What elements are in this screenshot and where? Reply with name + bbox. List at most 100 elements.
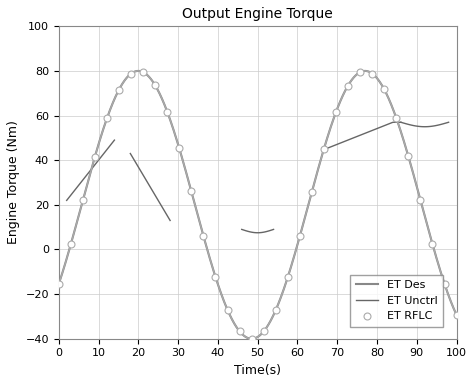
ET Unctrl [94, 160, 100, 165]
Y-axis label: Engine Torque (Nm): Engine Torque (Nm) [7, 121, 20, 245]
ET Unctrl [92, 162, 98, 167]
ET RFLC [80, 198, 86, 203]
ET Unctrl [81, 177, 86, 182]
ET Unctrl [97, 156, 103, 161]
ET Unctrl [79, 180, 84, 184]
ET RFLC [201, 233, 206, 238]
ET Unctrl [85, 171, 91, 175]
ET RFLC [429, 242, 435, 246]
ET Unctrl [77, 181, 83, 185]
ET RFLC [454, 313, 459, 317]
Line: ET Des: ET Des [59, 71, 456, 339]
X-axis label: Time(s): Time(s) [234, 364, 281, 377]
ET Unctrl [110, 139, 116, 144]
ET Des [370, 71, 375, 76]
Legend: ET Des, ET Unctrl, ET RFLC: ET Des, ET Unctrl, ET RFLC [350, 275, 443, 327]
ET Unctrl [64, 198, 70, 203]
ET Unctrl [103, 149, 109, 154]
ET Unctrl [90, 165, 96, 169]
ET Unctrl [109, 141, 114, 146]
ET RFLC [213, 275, 219, 279]
ET RFLC [116, 87, 122, 92]
ET RFLC [345, 83, 351, 88]
ET Unctrl [105, 146, 110, 151]
ET RFLC [333, 110, 339, 114]
Line: ET Unctrl: ET Unctrl [67, 140, 114, 200]
ET Unctrl [111, 138, 117, 142]
ET Unctrl [73, 187, 78, 192]
ET RFLC [128, 71, 134, 76]
ET Unctrl [98, 155, 104, 160]
ET Unctrl [101, 151, 107, 156]
ET Unctrl [68, 193, 73, 198]
ET RFLC [140, 70, 146, 74]
ET RFLC [297, 234, 303, 238]
ET Unctrl [65, 197, 71, 202]
ET Unctrl [83, 174, 89, 178]
ET Unctrl [82, 176, 87, 180]
ET Unctrl [70, 191, 75, 195]
ET Unctrl [74, 185, 80, 189]
ET Unctrl [106, 145, 111, 150]
ET Unctrl [87, 169, 93, 173]
ET RFLC [357, 70, 363, 74]
ET Unctrl [75, 183, 81, 188]
ET Unctrl [80, 179, 85, 183]
ET RFLC [261, 329, 266, 334]
ET Unctrl [84, 172, 90, 177]
ET Unctrl [67, 194, 73, 199]
ET Des [454, 313, 459, 317]
ET RFLC [393, 116, 399, 120]
Title: Output Engine Torque: Output Engine Torque [182, 7, 333, 21]
ET Unctrl [95, 159, 100, 163]
ET RFLC [382, 87, 387, 92]
ET Des [443, 284, 448, 289]
ET Unctrl [91, 164, 97, 168]
ET Unctrl [66, 195, 72, 200]
ET Des [442, 284, 448, 288]
ET Unctrl [73, 186, 79, 190]
ET RFLC [237, 329, 242, 334]
ET RFLC [418, 197, 423, 202]
ET Unctrl [99, 154, 105, 159]
ET RFLC [225, 308, 230, 312]
ET Unctrl [82, 175, 88, 179]
ET Unctrl [102, 150, 108, 155]
ET RFLC [176, 146, 182, 151]
ET Unctrl [108, 143, 113, 147]
ET Unctrl [89, 166, 95, 171]
ET Unctrl [96, 157, 102, 162]
ET Des [136, 69, 141, 73]
ET Des [76, 212, 82, 217]
ET RFLC [152, 83, 158, 88]
ET RFLC [405, 154, 411, 159]
ET RFLC [68, 242, 73, 247]
ET RFLC [249, 336, 255, 341]
ET Unctrl [72, 188, 77, 193]
ET Unctrl [76, 182, 82, 187]
ET Unctrl [109, 140, 115, 145]
ET RFLC [285, 275, 291, 280]
ET Unctrl [100, 152, 106, 157]
Line: ET RFLC: ET RFLC [55, 69, 460, 342]
ET Unctrl [107, 144, 112, 149]
ET RFLC [104, 116, 110, 121]
ET RFLC [56, 282, 62, 286]
ET Unctrl [88, 167, 94, 172]
ET RFLC [442, 281, 447, 286]
ET Unctrl [69, 192, 74, 197]
ET RFLC [321, 147, 327, 151]
ET Des [250, 336, 255, 341]
ET Des [239, 331, 245, 336]
ET Unctrl [71, 189, 76, 194]
ET RFLC [164, 109, 170, 114]
ET Des [56, 282, 62, 286]
ET RFLC [273, 308, 279, 313]
ET Unctrl [86, 170, 92, 174]
ET RFLC [92, 154, 98, 159]
ET Unctrl [104, 148, 109, 152]
ET RFLC [189, 189, 194, 194]
ET Unctrl [93, 161, 99, 166]
ET Des [249, 336, 255, 341]
ET RFLC [309, 189, 315, 194]
